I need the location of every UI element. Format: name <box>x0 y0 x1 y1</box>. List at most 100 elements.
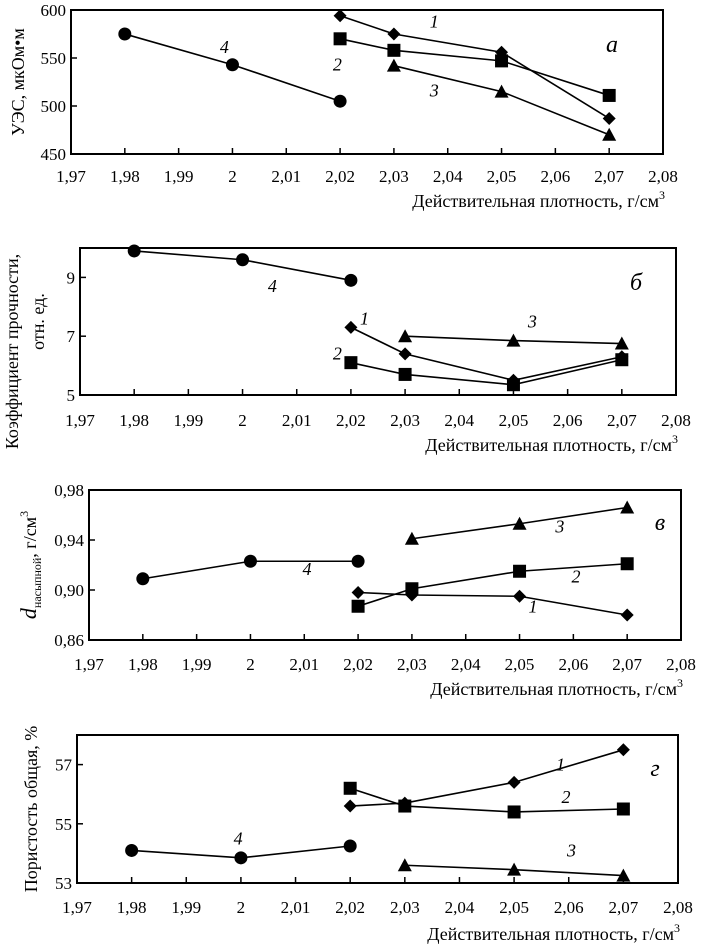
data-point-series-3 <box>386 58 401 72</box>
x-tick-label: 2,05 <box>499 898 529 917</box>
data-point-series-3 <box>397 858 412 872</box>
x-tick-label: 2 <box>238 411 247 430</box>
series-label-2: 2 <box>333 344 342 364</box>
data-point-series-3 <box>614 336 629 350</box>
data-point-series-2 <box>620 557 634 571</box>
data-point-series-4 <box>333 94 347 108</box>
data-point-series-3 <box>494 84 509 98</box>
y-tick-label: 55 <box>55 815 72 834</box>
data-point-series-4 <box>344 273 358 287</box>
data-point-series-4 <box>234 851 248 865</box>
x-tick-label: 2,05 <box>487 167 517 186</box>
data-point-series-4 <box>351 554 365 568</box>
x-tick-label: 2,01 <box>271 167 301 186</box>
data-point-series-4 <box>127 244 141 258</box>
x-tick-label: 2,05 <box>505 655 535 674</box>
data-point-series-2 <box>615 353 629 367</box>
x-tick-label: 1,97 <box>65 411 95 430</box>
y-tick-label: 53 <box>55 874 72 893</box>
data-point-series-1 <box>620 608 634 622</box>
y-axis-title: Пористость общая, % <box>21 726 41 893</box>
series-line-1 <box>358 591 628 616</box>
x-tick-label: 2,08 <box>661 411 691 430</box>
x-tick-label: 2,04 <box>433 167 463 186</box>
y-tick-label: 0,98 <box>54 481 84 500</box>
data-point-series-1 <box>602 111 616 125</box>
data-point-series-4 <box>136 572 150 586</box>
plot-frame <box>70 9 664 155</box>
x-axis-title: Действительная плотность, г/см3 <box>430 676 683 699</box>
x-tick-label: 2,07 <box>594 167 624 186</box>
x-tick-label: 2,08 <box>648 167 678 186</box>
panel-letter: б <box>630 270 643 296</box>
x-tick-label: 2,05 <box>499 411 529 430</box>
data-point-series-2 <box>387 43 401 57</box>
data-point-series-4 <box>125 843 139 857</box>
y-tick-label: 0,94 <box>54 531 84 550</box>
x-tick-label: 1,98 <box>110 167 140 186</box>
x-tick-label: 2,02 <box>343 655 373 674</box>
y-axis-title: УЭС, мкОм•м <box>8 28 28 136</box>
series-line-2 <box>357 562 628 608</box>
x-tick-label: 2,03 <box>379 167 409 186</box>
series-line-2 <box>350 358 622 386</box>
y-axis-title: dнасыпной, г/см3 <box>16 511 44 619</box>
series-label-3: 3 <box>554 517 564 537</box>
x-tick-label: 2,02 <box>336 411 366 430</box>
data-point-series-2 <box>405 582 419 596</box>
series-label-2: 2 <box>572 567 581 587</box>
chart-panel-1: 1,97 1,98 1,99 2 2,01 2,02 2,03 2,04 2,05 2,06 2,0… <box>8 1 678 211</box>
series-label-2: 2 <box>561 787 570 807</box>
x-tick-label: 1,98 <box>128 655 158 674</box>
data-point-series-4 <box>243 554 257 568</box>
data-point-series-3 <box>620 500 635 514</box>
data-point-series-1 <box>513 589 527 603</box>
series-label-2: 2 <box>333 54 342 74</box>
x-tick-label: 2,03 <box>390 411 420 430</box>
x-tick-label: 1,99 <box>164 167 194 186</box>
x-tick-label: 2,07 <box>607 411 637 430</box>
data-point-series-3 <box>506 333 521 347</box>
series-label-4: 4 <box>234 829 243 849</box>
plot-frame <box>79 247 677 396</box>
x-tick-label: 2 <box>237 898 246 917</box>
plot-frame <box>76 734 679 884</box>
data-point-series-1 <box>351 586 365 599</box>
data-point-series-3 <box>616 868 631 882</box>
data-point-series-4 <box>236 253 250 267</box>
data-point-series-1 <box>343 799 357 813</box>
y-tick-label: 9 <box>67 268 76 287</box>
series-line-2 <box>339 38 610 97</box>
y-tick-label: 500 <box>41 97 67 116</box>
y-tick-label: 0,86 <box>54 631 84 650</box>
series-label-3: 3 <box>566 840 576 860</box>
y-tick-label: 0,90 <box>54 581 84 600</box>
series-line-1 <box>350 749 624 807</box>
chart-panel-2: 1,97 1,98 1,99 2 2,01 2,02 2,03 2,04 2,05 2,06 2,0… <box>2 244 691 455</box>
data-point-series-2 <box>602 88 616 102</box>
x-tick-label: 1,99 <box>182 655 212 674</box>
x-tick-label: 2,04 <box>451 655 481 674</box>
x-tick-label: 2,04 <box>444 411 474 430</box>
y-tick-label: 5 <box>67 386 76 405</box>
series-line-3 <box>393 64 610 136</box>
y-tick-label: 550 <box>41 49 67 68</box>
panel-letter: в <box>655 510 665 536</box>
x-tick-label: 1,99 <box>173 411 203 430</box>
chart-panel-3: 1,97 1,98 1,99 2 2,01 2,02 2,03 2,04 2,05 2,06 2,0… <box>16 481 696 699</box>
x-axis-title: Действительная плотность, г/см3 <box>427 921 680 944</box>
series-label-4: 4 <box>268 276 277 296</box>
x-tick-label: 1,98 <box>117 898 147 917</box>
data-point-series-1 <box>507 775 521 789</box>
x-tick-label: 2 <box>246 655 255 674</box>
data-point-series-3 <box>512 516 527 530</box>
data-point-series-1 <box>398 347 412 361</box>
panel-letter: г <box>650 756 659 782</box>
x-tick-label: 2,06 <box>558 655 588 674</box>
y-tick-label: 7 <box>67 327 76 346</box>
x-axis-title: Действительная плотность, г/см3 <box>425 432 678 455</box>
data-point-series-3 <box>507 862 522 876</box>
series-label-1: 1 <box>529 597 538 617</box>
data-point-series-4 <box>225 58 239 72</box>
series-line-2 <box>349 787 624 813</box>
